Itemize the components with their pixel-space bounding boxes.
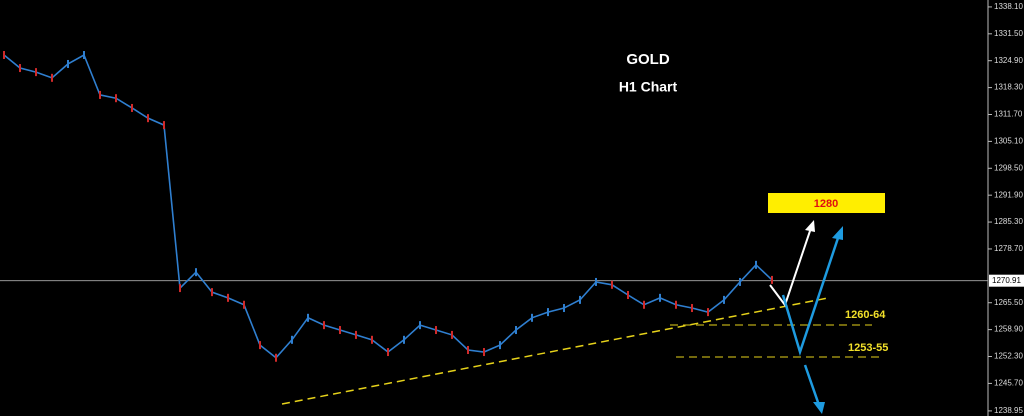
projection-arrow <box>781 231 842 357</box>
price-bar <box>131 103 133 112</box>
price-bar <box>595 277 597 286</box>
price-bar <box>243 300 245 309</box>
y-tick-label: 1324.90 <box>994 56 1023 65</box>
price-bar <box>83 51 85 60</box>
price-bar <box>195 268 197 277</box>
y-tick-label: 1338.10 <box>994 2 1023 11</box>
price-bar <box>371 335 373 344</box>
price-bar <box>739 277 741 286</box>
price-bar <box>339 326 341 335</box>
price-bar <box>755 260 757 269</box>
price-bar <box>403 335 405 344</box>
arrow-head <box>832 226 843 240</box>
resistance-label: 1260-64 <box>845 309 886 321</box>
price-bar <box>499 341 501 350</box>
price-bar <box>179 284 181 293</box>
price-bar <box>211 288 213 297</box>
price-bar <box>3 51 5 60</box>
price-bar <box>707 308 709 317</box>
price-bar <box>547 308 549 317</box>
target-box <box>768 193 885 213</box>
price-bar <box>467 345 469 354</box>
price-bar <box>419 321 421 330</box>
y-tick-label: 1252.30 <box>994 352 1023 361</box>
price-bar <box>163 121 165 130</box>
price-bar <box>355 330 357 339</box>
price-bar <box>691 304 693 313</box>
target-label: 1280 <box>814 198 838 210</box>
price-bar <box>771 275 773 284</box>
price-bar <box>51 73 53 82</box>
y-tick-label: 1238.95 <box>994 406 1023 415</box>
y-tick-label: 1285.30 <box>994 217 1023 226</box>
support-label: 1253-55 <box>848 342 888 354</box>
price-bar <box>387 348 389 357</box>
price-bar <box>35 68 37 77</box>
arrow-head <box>805 220 815 232</box>
price-line <box>3 53 773 359</box>
price-bar <box>227 293 229 302</box>
price-bar <box>723 295 725 304</box>
y-tick-label: 1278.70 <box>994 244 1023 253</box>
chart-title: GOLD <box>626 51 669 68</box>
price-bar <box>451 330 453 339</box>
trendline <box>281 297 829 405</box>
projection-arrow <box>769 224 813 308</box>
price-bar <box>67 59 69 68</box>
current-price-box <box>989 274 1024 287</box>
y-tick-label: 1305.10 <box>994 136 1023 145</box>
projection-arrow <box>803 364 822 409</box>
price-bar <box>531 313 533 322</box>
y-tick-label: 1311.70 <box>994 110 1023 119</box>
price-bar <box>435 326 437 335</box>
current-price-label: 1270.91 <box>992 276 1021 285</box>
arrow-head <box>813 402 825 414</box>
price-bar <box>115 94 117 103</box>
price-bar <box>275 353 277 362</box>
y-tick-label: 1245.70 <box>994 379 1023 388</box>
price-bar <box>515 326 517 335</box>
price-bar <box>627 290 629 299</box>
y-tick-label: 1331.50 <box>994 29 1023 38</box>
y-tick-label: 1291.90 <box>994 190 1023 199</box>
chart-subtitle: H1 Chart <box>619 79 678 95</box>
price-bar <box>675 300 677 309</box>
y-tick-label: 1258.90 <box>994 325 1023 334</box>
price-bar <box>643 300 645 309</box>
price-bar <box>483 348 485 357</box>
price-bar <box>659 293 661 302</box>
price-bar <box>19 64 21 73</box>
price-bar <box>323 321 325 330</box>
price-bar <box>579 295 581 304</box>
y-tick-label: 1265.50 <box>994 298 1023 307</box>
price-bar <box>563 304 565 313</box>
price-bar <box>291 335 293 344</box>
price-bar <box>147 114 149 123</box>
price-bar <box>99 90 101 99</box>
price-bar <box>307 313 309 322</box>
y-tick-label: 1298.50 <box>994 163 1023 172</box>
price-bar <box>259 341 261 350</box>
price-bar <box>611 280 613 289</box>
y-tick-label: 1318.30 <box>994 83 1023 92</box>
